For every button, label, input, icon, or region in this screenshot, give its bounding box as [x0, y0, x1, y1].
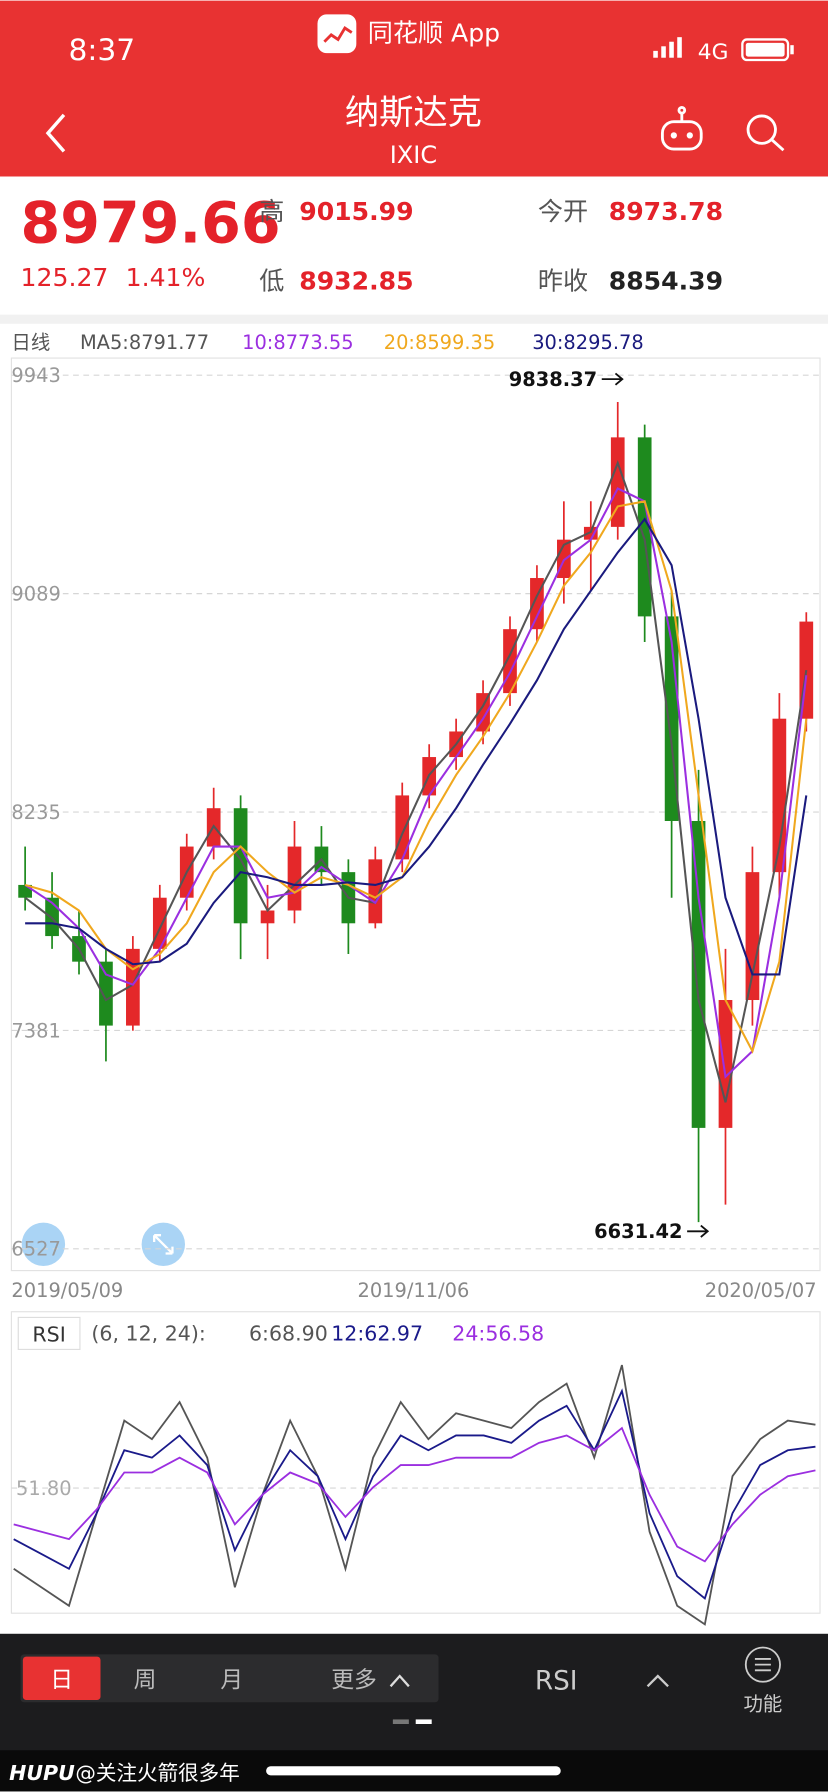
ma-line	[24, 500, 808, 1054]
ma-line	[24, 459, 808, 1103]
page-title: 纳斯达克	[345, 93, 482, 133]
status-app: 同花顺 App	[368, 19, 500, 48]
rsi-frame	[10, 1311, 821, 1614]
divider	[0, 314, 828, 324]
legend-entry: 10:8773.55	[242, 331, 353, 354]
page-dot	[392, 1719, 409, 1724]
status-network: 4G	[698, 40, 729, 65]
tab-more[interactable]: 更多	[331, 1667, 377, 1693]
legend-entry: 12:62.97	[331, 1321, 423, 1345]
app-icon	[317, 14, 357, 54]
x-tick-label: 2019/11/06	[357, 1279, 469, 1302]
page-subtitle: IXIC	[390, 141, 437, 169]
period-label: 日线	[11, 331, 50, 354]
price-change-pct: 1.41%	[126, 263, 206, 292]
annotation-arrow	[687, 1224, 710, 1238]
y-tick-label: 51.80	[16, 1477, 72, 1500]
legend-entry: 20:8599.35	[384, 331, 495, 354]
rsi-params: (6, 12, 24):	[91, 1321, 205, 1345]
y-tick-label: 6527	[11, 1238, 60, 1261]
page-dot-active	[415, 1719, 432, 1724]
x-tick-label: 2019/05/09	[11, 1279, 123, 1302]
candle-body	[691, 820, 706, 1128]
function-label[interactable]: 功能	[743, 1692, 782, 1715]
candle-body	[745, 872, 760, 1001]
legend-entry: MA5:8791.77	[80, 331, 209, 354]
candle-body	[583, 526, 598, 540]
candle-body	[368, 859, 383, 924]
period-tabs	[20, 1654, 439, 1703]
function-icon[interactable]	[744, 1646, 781, 1683]
tab-week[interactable]: 周	[134, 1667, 157, 1693]
candle-body	[772, 718, 787, 873]
tab-month[interactable]: 月	[220, 1667, 243, 1693]
candle-body	[260, 910, 275, 924]
price-frame	[10, 357, 821, 1272]
low-label: 低	[259, 267, 284, 296]
indicator-chevron[interactable]	[646, 1674, 669, 1688]
search-button[interactable]	[746, 114, 785, 152]
annotation-arrow	[601, 372, 624, 386]
rsi-line	[13, 1364, 816, 1626]
x-tick-label: 2020/05/07	[705, 1279, 817, 1302]
scroll-button[interactable]	[21, 1222, 66, 1267]
candle-body	[233, 808, 248, 924]
footer-brand: HUPU	[9, 1761, 75, 1785]
low-value: 8932.85	[299, 267, 413, 296]
battery-tip	[790, 45, 794, 55]
function-icon-lines	[754, 1657, 771, 1672]
open-label: 今开	[538, 197, 588, 226]
more-chevron	[389, 1674, 410, 1688]
legend-entry: 30:8295.78	[532, 331, 643, 354]
ma-line	[24, 487, 808, 1079]
y-tick-label: 7381	[11, 1019, 60, 1042]
y-tick-label: 9089	[11, 582, 60, 605]
tab-day[interactable]: 日	[50, 1667, 73, 1693]
rsi-badge	[17, 1316, 81, 1350]
footer-user: @关注火箭很多年	[75, 1761, 239, 1785]
ma-line	[25, 517, 808, 976]
rsi-line	[13, 1388, 816, 1600]
battery	[741, 38, 790, 62]
indicator-button[interactable]: RSI	[535, 1667, 578, 1697]
high-value: 9015.99	[299, 197, 413, 226]
tab-selected-bg	[22, 1656, 101, 1701]
status-time: 8:37	[69, 33, 136, 68]
expand-icon	[153, 1234, 174, 1255]
open-value: 8973.78	[609, 197, 723, 226]
battery-level	[745, 42, 785, 57]
signal-icon	[653, 37, 682, 58]
legend-entry: 6:68.90	[249, 1321, 328, 1345]
prev-close-value: 8854.39	[609, 267, 723, 296]
candle-body	[610, 437, 625, 527]
header-bg	[0, 0, 828, 177]
app-icon-glyph	[323, 26, 353, 43]
legend-entry: 24:56.58	[452, 1321, 544, 1345]
y-tick-label: 9943	[11, 364, 60, 387]
back-button[interactable]	[45, 113, 66, 153]
price-change: 125.27	[21, 263, 109, 292]
robot-button[interactable]	[660, 105, 703, 151]
rsi-title: RSI	[32, 1322, 65, 1346]
y-tick-label: 8235	[11, 801, 60, 824]
last-price: 8979.66	[21, 191, 281, 257]
prev-close-label: 昨收	[538, 267, 588, 296]
max-annotation: 9838.37	[509, 368, 597, 391]
candle-body	[99, 961, 113, 1026]
min-annotation: 6631.42	[594, 1220, 682, 1243]
candle-body	[287, 846, 302, 911]
home-indicator	[266, 1766, 561, 1776]
candle-body	[718, 1000, 733, 1128]
high-label: 高	[259, 197, 284, 226]
rsi-line	[13, 1426, 816, 1563]
